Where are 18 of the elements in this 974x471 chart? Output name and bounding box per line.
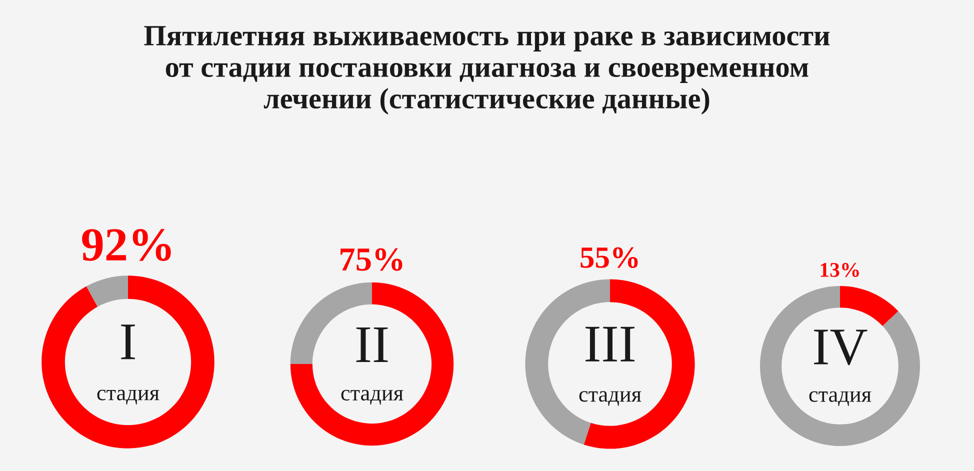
data-label: 92% bbox=[82, 228, 171, 261]
text: I bbox=[121, 324, 135, 360]
donut-slice bbox=[290, 282, 454, 446]
donut-slice bbox=[840, 286, 898, 326]
data-label: 55% bbox=[580, 247, 638, 268]
text: стадия bbox=[809, 391, 872, 406]
donut-slice bbox=[760, 286, 920, 446]
text: стадия bbox=[97, 390, 160, 404]
donut-slice bbox=[42, 276, 214, 448]
text: IV bbox=[814, 330, 868, 366]
text: II bbox=[356, 327, 388, 362]
text: стадия bbox=[341, 390, 404, 405]
data-label: 75% bbox=[340, 248, 402, 271]
data-label: 13% bbox=[820, 262, 859, 278]
text: Пятилетняя выживаемость при раке в зависимости от стадии постановки диагноза и своевременном лечении (статистические данные) bbox=[144, 26, 830, 114]
text: стадия bbox=[579, 391, 642, 406]
text: III bbox=[586, 326, 635, 362]
donut-slice bbox=[86, 276, 128, 307]
